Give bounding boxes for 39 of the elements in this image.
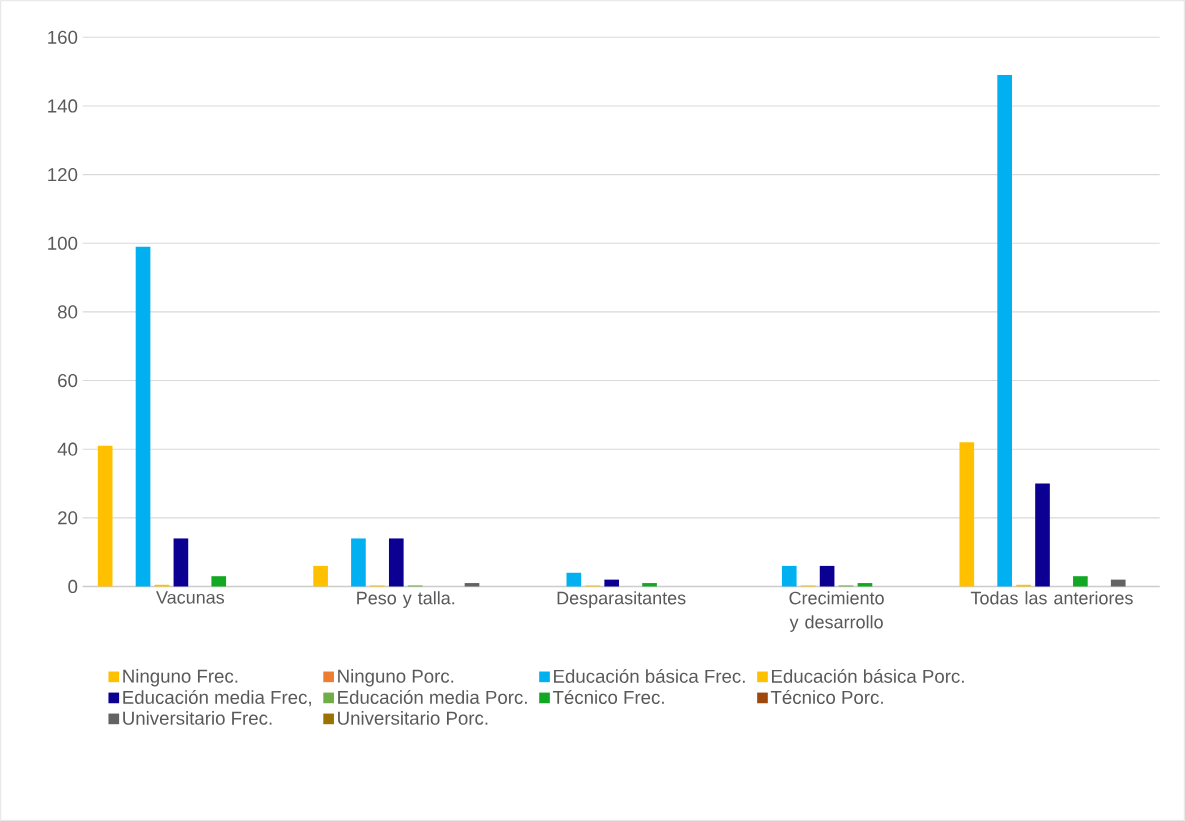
- y-tick-label: 20: [58, 511, 78, 525]
- bar: [97, 445, 113, 587]
- y-tick-label: 40: [57, 442, 78, 456]
- legend-label: Universitario Frec.: [123, 711, 272, 725]
- x-tick-label: Crecimiento y desarrollo: [789, 591, 884, 632]
- y-tick-label: 160: [48, 30, 78, 44]
- y-tick-label: 0: [68, 579, 78, 594]
- bar: [173, 538, 189, 587]
- legend-label: Educación básica Frec.: [554, 668, 745, 683]
- legend-label: Técnico Porc.: [770, 689, 883, 704]
- bar: [566, 572, 582, 587]
- x-tick-label: Todas las anteriores: [970, 591, 1133, 605]
- y-tick-label: 60: [58, 373, 78, 388]
- y-tick-label: 100: [48, 236, 78, 250]
- x-tick-label: Peso y talla.: [357, 591, 455, 608]
- y-tick-label: 140: [48, 99, 78, 113]
- bar: [642, 583, 657, 587]
- legend-label: Técnico Frec.: [552, 689, 664, 704]
- bar: [781, 565, 797, 587]
- bar: [135, 246, 151, 587]
- legend-label: Universitario Porc.: [338, 711, 488, 725]
- bar: [1073, 576, 1088, 587]
- x-tick-label: Vacunas: [156, 591, 225, 604]
- bar: [1035, 483, 1050, 587]
- bar: [388, 538, 404, 587]
- legend-label: Educación media Frec,: [123, 689, 311, 707]
- x-tick-label: Desparasitantes: [557, 591, 686, 608]
- legend-label: Educación básica Porc.: [772, 668, 964, 683]
- bar: [313, 565, 328, 587]
- legend-label: Ninguno Porc.: [338, 669, 454, 687]
- y-tick-label: 80: [58, 305, 78, 319]
- bar: [959, 442, 975, 587]
- y-tick-label: 120: [48, 167, 78, 182]
- bar: [997, 75, 1012, 587]
- legend-label: Ninguno Frec.: [123, 669, 238, 687]
- bar: [211, 576, 227, 587]
- bar: [351, 538, 366, 587]
- legend-label: Educación media Porc.: [338, 689, 527, 704]
- bar: [819, 565, 835, 587]
